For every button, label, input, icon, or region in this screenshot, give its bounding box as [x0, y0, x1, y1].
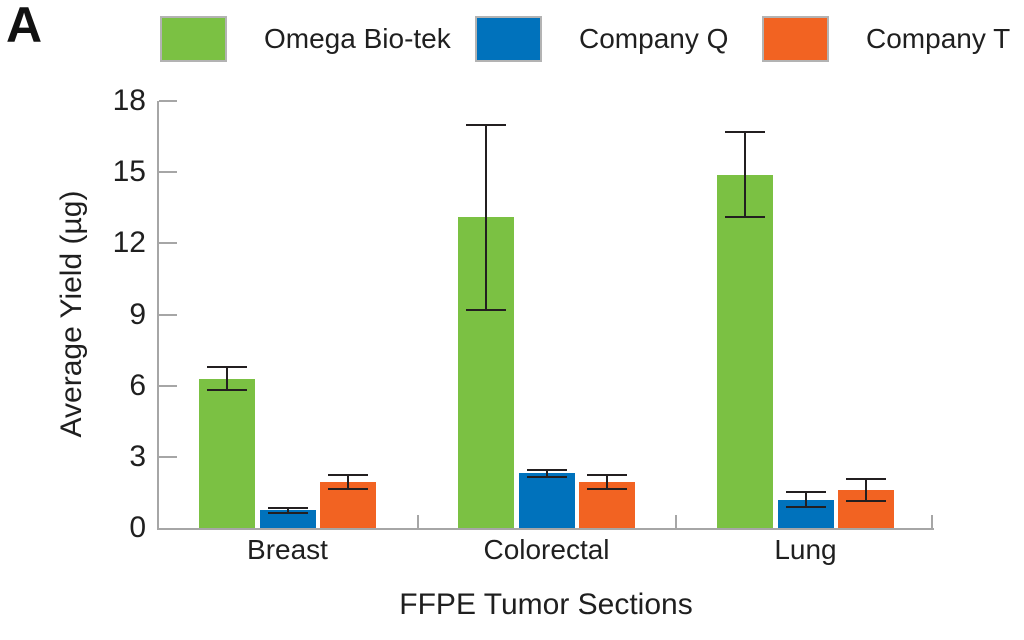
y-axis-title: Average Yield (µg): [55, 190, 88, 438]
category-label-breast: Breast: [247, 534, 328, 565]
error-bar-cap-top: [846, 478, 886, 481]
error-bar-cap-top: [785, 491, 826, 494]
error-bar-cap-top: [207, 365, 247, 368]
y-axis-tick-label: 6: [129, 368, 146, 402]
category-label-colorectal: Colorectal: [483, 534, 610, 565]
error-bar-cap-top: [587, 473, 627, 476]
y-axis-tick-label: 9: [129, 297, 146, 331]
error-bar-cap-bottom: [466, 308, 506, 311]
error-bar-cap-top: [267, 506, 308, 509]
legend-label: Company Q: [579, 23, 729, 54]
error-bar-line: [804, 492, 807, 507]
error-bar-line: [286, 507, 289, 513]
y-axis-tick: [159, 171, 177, 174]
error-bar-cap-top: [328, 473, 368, 476]
x-axis-tick: [416, 515, 419, 528]
error-bar-line: [347, 474, 349, 489]
category-label-lung: Lung: [774, 534, 837, 565]
legend-item: Company T: [762, 16, 1010, 62]
y-axis-tick-label: 3: [129, 439, 146, 473]
legend-item: Company Q: [475, 16, 728, 62]
y-axis-tick-label: 18: [112, 84, 146, 117]
x-axis-tick: [931, 515, 933, 528]
error-bar-cap-bottom: [267, 511, 308, 514]
legend-label: Omega Bio-tek: [264, 23, 451, 54]
error-bar-line: [485, 124, 487, 310]
legend-swatch: [475, 16, 542, 62]
error-bar-line: [226, 366, 228, 391]
error-bar-cap-bottom: [785, 505, 826, 508]
y-axis-tick: [159, 313, 177, 316]
error-bar-cap-bottom: [725, 216, 765, 219]
error-bar-cap-top: [526, 468, 567, 471]
y-axis-tick-label: 15: [112, 155, 146, 189]
bar-omega-bio-tek-breast: [199, 378, 255, 528]
error-bar-line: [606, 474, 608, 489]
y-axis-tick-label: 12: [112, 226, 146, 260]
error-bar-line: [545, 469, 548, 477]
error-bar-cap-bottom: [846, 499, 886, 502]
error-bar-cap-bottom: [526, 475, 567, 478]
x-axis-tick: [674, 515, 677, 528]
legend-label: Company T: [866, 23, 1011, 54]
error-bar-cap-top: [466, 123, 506, 126]
error-bar-cap-bottom: [207, 389, 247, 392]
bar-company-q-colorectal: [518, 473, 575, 528]
bar-company-q-breast: [259, 510, 316, 528]
x-axis-line: [157, 528, 934, 530]
error-bar-cap-bottom: [328, 487, 368, 490]
error-bar-cap-top: [725, 130, 765, 133]
y-axis-tick: [159, 455, 177, 458]
error-bar-cap-bottom: [587, 487, 627, 490]
y-axis-tick-label: 0: [129, 511, 146, 544]
y-axis-tick: [159, 384, 177, 387]
x-axis-title: FFPE Tumor Sections: [399, 588, 693, 621]
y-axis-tick: [159, 242, 177, 245]
y-axis-line: [157, 101, 159, 530]
error-bar-line: [865, 479, 867, 501]
error-bar-line: [744, 131, 746, 218]
bar-omega-bio-tek-lung: [717, 174, 773, 528]
plot-area: [159, 100, 933, 528]
legend-item: Omega Bio-tek: [160, 16, 451, 62]
legend-swatch: [762, 16, 829, 62]
legend-swatch: [160, 16, 227, 62]
panel-label: A: [6, 0, 43, 53]
y-axis-tick: [159, 100, 177, 102]
